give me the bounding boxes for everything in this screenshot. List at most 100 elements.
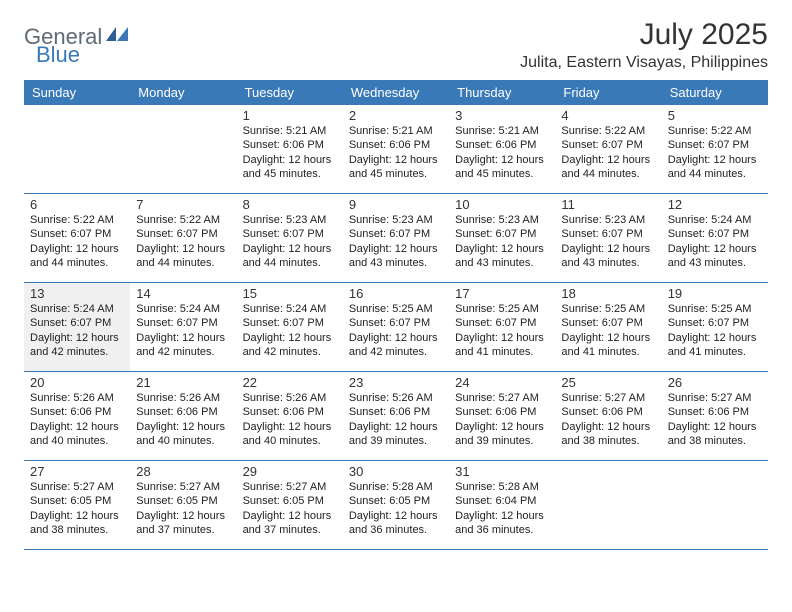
sunrise-line: Sunrise: 5:26 AM	[349, 391, 443, 405]
week-row: 20Sunrise: 5:26 AMSunset: 6:06 PMDayligh…	[24, 372, 768, 461]
day-cell: 7Sunrise: 5:22 AMSunset: 6:07 PMDaylight…	[130, 194, 236, 282]
sunrise-line: Sunrise: 5:22 AM	[668, 124, 762, 138]
daylight-line-2: and 45 minutes.	[455, 167, 549, 181]
sunset-line: Sunset: 6:06 PM	[349, 138, 443, 152]
sunrise-line: Sunrise: 5:26 AM	[136, 391, 230, 405]
daylight-line-2: and 36 minutes.	[455, 523, 549, 537]
day-number: 22	[243, 375, 337, 390]
daylight-line-1: Daylight: 12 hours	[455, 509, 549, 523]
sunrise-line: Sunrise: 5:25 AM	[561, 302, 655, 316]
day-cell: 20Sunrise: 5:26 AMSunset: 6:06 PMDayligh…	[24, 372, 130, 460]
daylight-line-1: Daylight: 12 hours	[561, 153, 655, 167]
day-number: 17	[455, 286, 549, 301]
daylight-line-1: Daylight: 12 hours	[455, 153, 549, 167]
day-number: 21	[136, 375, 230, 390]
sunset-line: Sunset: 6:07 PM	[349, 316, 443, 330]
daylight-line-1: Daylight: 12 hours	[561, 242, 655, 256]
daylight-line-1: Daylight: 12 hours	[243, 509, 337, 523]
week-row: 1Sunrise: 5:21 AMSunset: 6:06 PMDaylight…	[24, 105, 768, 194]
daylight-line-2: and 38 minutes.	[668, 434, 762, 448]
sunrise-line: Sunrise: 5:24 AM	[668, 213, 762, 227]
day-cell: 15Sunrise: 5:24 AMSunset: 6:07 PMDayligh…	[237, 283, 343, 371]
daylight-line-2: and 39 minutes.	[455, 434, 549, 448]
day-cell: 13Sunrise: 5:24 AMSunset: 6:07 PMDayligh…	[24, 283, 130, 371]
sunset-line: Sunset: 6:06 PM	[455, 405, 549, 419]
sunset-line: Sunset: 6:06 PM	[349, 405, 443, 419]
day-cell: 10Sunrise: 5:23 AMSunset: 6:07 PMDayligh…	[449, 194, 555, 282]
sunrise-line: Sunrise: 5:27 AM	[455, 391, 549, 405]
weekday-header-row: SundayMondayTuesdayWednesdayThursdayFrid…	[24, 80, 768, 105]
sunset-line: Sunset: 6:07 PM	[243, 316, 337, 330]
sunset-line: Sunset: 6:06 PM	[30, 405, 124, 419]
daylight-line-2: and 41 minutes.	[455, 345, 549, 359]
day-number: 8	[243, 197, 337, 212]
day-cell: 24Sunrise: 5:27 AMSunset: 6:06 PMDayligh…	[449, 372, 555, 460]
sunset-line: Sunset: 6:06 PM	[668, 405, 762, 419]
blank-cell	[130, 105, 236, 193]
weekday-header-cell: Wednesday	[343, 80, 449, 105]
day-number: 31	[455, 464, 549, 479]
day-number: 27	[30, 464, 124, 479]
sunrise-line: Sunrise: 5:24 AM	[136, 302, 230, 316]
daylight-line-1: Daylight: 12 hours	[243, 331, 337, 345]
sunset-line: Sunset: 6:06 PM	[136, 405, 230, 419]
sunrise-line: Sunrise: 5:27 AM	[30, 480, 124, 494]
day-number: 19	[668, 286, 762, 301]
daylight-line-2: and 45 minutes.	[349, 167, 443, 181]
day-cell: 16Sunrise: 5:25 AMSunset: 6:07 PMDayligh…	[343, 283, 449, 371]
day-cell: 31Sunrise: 5:28 AMSunset: 6:04 PMDayligh…	[449, 461, 555, 549]
sunset-line: Sunset: 6:05 PM	[30, 494, 124, 508]
daylight-line-1: Daylight: 12 hours	[668, 331, 762, 345]
day-cell: 6Sunrise: 5:22 AMSunset: 6:07 PMDaylight…	[24, 194, 130, 282]
daylight-line-1: Daylight: 12 hours	[349, 509, 443, 523]
daylight-line-2: and 44 minutes.	[243, 256, 337, 270]
sunset-line: Sunset: 6:06 PM	[561, 405, 655, 419]
day-number: 24	[455, 375, 549, 390]
day-number: 20	[30, 375, 124, 390]
sunrise-line: Sunrise: 5:23 AM	[561, 213, 655, 227]
sunset-line: Sunset: 6:06 PM	[455, 138, 549, 152]
sunrise-line: Sunrise: 5:27 AM	[668, 391, 762, 405]
day-cell: 18Sunrise: 5:25 AMSunset: 6:07 PMDayligh…	[555, 283, 661, 371]
sunrise-line: Sunrise: 5:21 AM	[349, 124, 443, 138]
daylight-line-2: and 40 minutes.	[243, 434, 337, 448]
sunset-line: Sunset: 6:05 PM	[349, 494, 443, 508]
daylight-line-1: Daylight: 12 hours	[136, 420, 230, 434]
day-cell: 28Sunrise: 5:27 AMSunset: 6:05 PMDayligh…	[130, 461, 236, 549]
daylight-line-1: Daylight: 12 hours	[349, 331, 443, 345]
page-subtitle: Julita, Eastern Visayas, Philippines	[520, 54, 768, 72]
sunset-line: Sunset: 6:07 PM	[349, 227, 443, 241]
day-cell: 26Sunrise: 5:27 AMSunset: 6:06 PMDayligh…	[662, 372, 768, 460]
weekday-header-cell: Thursday	[449, 80, 555, 105]
sunrise-line: Sunrise: 5:22 AM	[30, 213, 124, 227]
day-number: 23	[349, 375, 443, 390]
day-number: 2	[349, 108, 443, 123]
day-cell: 2Sunrise: 5:21 AMSunset: 6:06 PMDaylight…	[343, 105, 449, 193]
sunset-line: Sunset: 6:07 PM	[561, 316, 655, 330]
day-cell: 21Sunrise: 5:26 AMSunset: 6:06 PMDayligh…	[130, 372, 236, 460]
day-cell: 9Sunrise: 5:23 AMSunset: 6:07 PMDaylight…	[343, 194, 449, 282]
sunset-line: Sunset: 6:04 PM	[455, 494, 549, 508]
weeks-container: 1Sunrise: 5:21 AMSunset: 6:06 PMDaylight…	[24, 105, 768, 550]
weekday-header-cell: Saturday	[662, 80, 768, 105]
day-number: 15	[243, 286, 337, 301]
day-number: 5	[668, 108, 762, 123]
sunset-line: Sunset: 6:07 PM	[561, 138, 655, 152]
sunset-line: Sunset: 6:07 PM	[668, 138, 762, 152]
day-cell: 23Sunrise: 5:26 AMSunset: 6:06 PMDayligh…	[343, 372, 449, 460]
calendar-page: General Blue July 2025 Julita, Eastern V…	[0, 0, 792, 612]
sunrise-line: Sunrise: 5:26 AM	[30, 391, 124, 405]
sunset-line: Sunset: 6:07 PM	[455, 227, 549, 241]
weekday-header-cell: Friday	[555, 80, 661, 105]
sunset-line: Sunset: 6:07 PM	[136, 227, 230, 241]
daylight-line-1: Daylight: 12 hours	[455, 242, 549, 256]
day-cell: 8Sunrise: 5:23 AMSunset: 6:07 PMDaylight…	[237, 194, 343, 282]
daylight-line-2: and 43 minutes.	[349, 256, 443, 270]
day-cell: 11Sunrise: 5:23 AMSunset: 6:07 PMDayligh…	[555, 194, 661, 282]
sunset-line: Sunset: 6:07 PM	[136, 316, 230, 330]
sunset-line: Sunset: 6:05 PM	[136, 494, 230, 508]
daylight-line-1: Daylight: 12 hours	[668, 242, 762, 256]
day-cell: 29Sunrise: 5:27 AMSunset: 6:05 PMDayligh…	[237, 461, 343, 549]
daylight-line-2: and 37 minutes.	[243, 523, 337, 537]
daylight-line-2: and 41 minutes.	[668, 345, 762, 359]
